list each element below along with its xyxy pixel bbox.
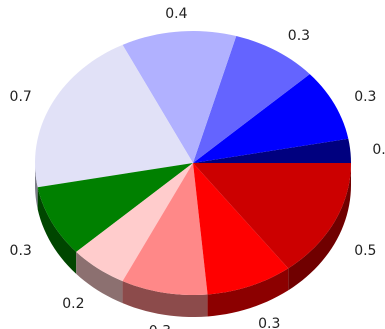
pie-slice-label-8: 0.3 [258, 316, 280, 329]
pie-slice-label-5: 0.3 [10, 243, 32, 259]
pie-side-5 [37, 187, 77, 274]
pie-slice-label-6: 0.2 [62, 296, 84, 312]
pie-slice-5 [37, 163, 193, 252]
pie-slice-label-9: 0.5 [354, 243, 376, 259]
pie-slice-label-4: 0.7 [10, 89, 32, 105]
pie-slice-1 [193, 74, 349, 163]
pie-slice-8 [193, 163, 289, 295]
pie-label-layer: 0.1 0.3 0.3 0.4 0.7 0.3 0.2 0.3 0.3 0.5 [10, 6, 385, 329]
pie-slice-7 [122, 163, 208, 295]
pie-side-layer [35, 163, 351, 317]
pie-side-4 [35, 163, 38, 210]
pie-side-6 [76, 251, 123, 304]
pie-side-7 [122, 281, 208, 317]
pie-slice-label-1: 0.3 [354, 89, 376, 105]
pie-slice-9 [193, 163, 351, 269]
pie-slice-6 [76, 163, 193, 282]
pie-side-8 [207, 268, 289, 317]
pie-slice-label-3: 0.4 [165, 6, 187, 22]
pie-side-9 [288, 163, 351, 291]
pie-slice-2 [193, 36, 310, 163]
pie-slice-4 [35, 44, 194, 188]
pie-top-layer [35, 31, 351, 295]
pie-slice-3 [122, 31, 237, 163]
pie-slice-label-7: 0.3 [149, 324, 171, 329]
pie-slice-0 [193, 138, 351, 163]
pie-slice-label-0: 0.1 [372, 142, 385, 158]
pie-slice-label-2: 0.3 [288, 28, 310, 44]
